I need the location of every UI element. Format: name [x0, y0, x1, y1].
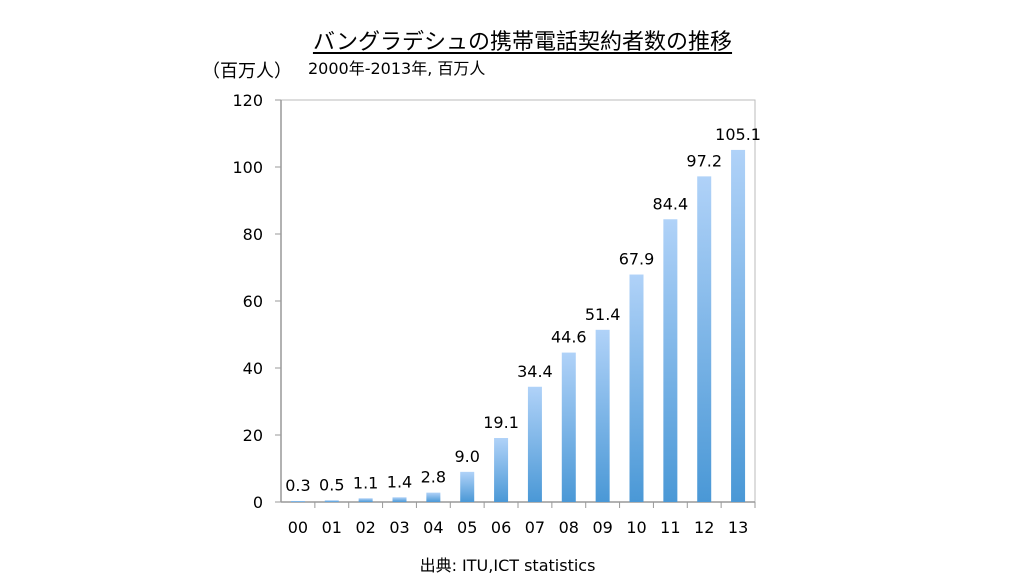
bar-12: [697, 176, 712, 502]
data-label-05: 9.0: [454, 447, 479, 466]
y-tick-label: 80: [243, 225, 263, 244]
x-tick-label: 06: [491, 518, 511, 537]
x-tick-label: 08: [559, 518, 579, 537]
x-tick-label: 04: [423, 518, 443, 537]
x-tick-label: 12: [694, 518, 714, 537]
bar-03: [392, 497, 407, 502]
bar-00: [290, 500, 305, 502]
x-tick-label: 10: [626, 518, 646, 537]
data-label-10: 67.9: [619, 250, 655, 269]
x-tick-label: 11: [660, 518, 680, 537]
y-tick-label: 120: [232, 91, 263, 110]
x-tick-label: 13: [728, 518, 748, 537]
chart-title: バングラデシュの携帯電話契約者数の推移: [0, 24, 1015, 56]
data-label-02: 1.1: [353, 473, 378, 492]
x-tick-label: 00: [288, 518, 308, 537]
bar-01: [324, 500, 339, 502]
y-tick-label: 100: [232, 158, 263, 177]
bar-10: [629, 274, 644, 502]
source-note: 出典: ITU,ICT statistics: [0, 552, 1015, 576]
x-tick-label: 03: [389, 518, 409, 537]
data-label-12: 97.2: [686, 151, 722, 170]
data-label-09: 51.4: [585, 305, 621, 324]
bar-11: [663, 219, 678, 502]
bar-07: [527, 386, 542, 502]
x-tick-label: 07: [525, 518, 545, 537]
data-label-03: 1.4: [387, 472, 412, 491]
x-tick-label: 01: [322, 518, 342, 537]
y-tick-label: 60: [243, 292, 263, 311]
data-label-07: 34.4: [517, 362, 553, 381]
data-label-13: 105.1: [715, 125, 761, 144]
bar-06: [494, 438, 509, 502]
bar-02: [358, 498, 373, 502]
data-label-00: 0.3: [285, 476, 310, 495]
data-label-08: 44.6: [551, 328, 587, 347]
y-axis-unit-label: （百万人）: [202, 61, 292, 82]
source-text: 出典: ITU,ICT statistics: [419, 556, 596, 575]
chart-title-text: バングラデシュの携帯電話契約者数の推移: [312, 30, 733, 55]
chart-subtitle: 2000年-2013年, 百万人: [308, 59, 486, 78]
data-label-11: 84.4: [653, 194, 689, 213]
bar-09: [595, 329, 610, 502]
plot-area: [280, 99, 756, 503]
data-label-04: 2.8: [421, 468, 446, 487]
bar-08: [561, 352, 576, 502]
x-tick-label: 05: [457, 518, 477, 537]
y-tick-label: 0: [253, 493, 263, 512]
data-label-01: 0.5: [319, 475, 344, 494]
y-tick-label: 40: [243, 359, 263, 378]
y-tick-label: 20: [243, 426, 263, 445]
data-label-06: 19.1: [483, 413, 519, 432]
x-tick-label: 09: [592, 518, 612, 537]
bar-05: [460, 471, 475, 502]
x-tick-label: 02: [355, 518, 375, 537]
bar-13: [731, 149, 746, 503]
bar-04: [426, 492, 441, 502]
